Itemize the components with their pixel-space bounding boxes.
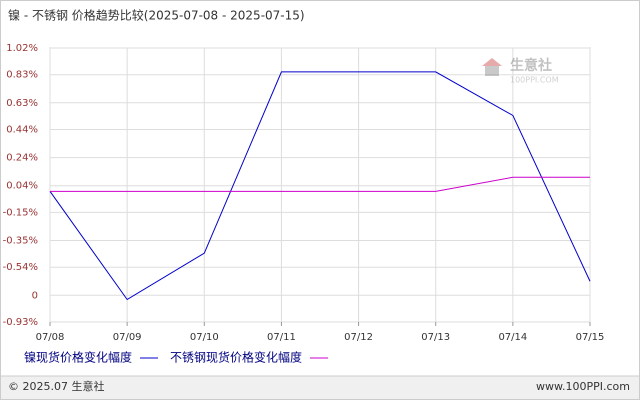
y-tick-label: -0.54% [3, 262, 38, 273]
watermark-icon [485, 66, 499, 76]
y-tick-label: -0.15% [3, 207, 38, 218]
series-line [50, 176, 590, 192]
x-tick-label: 07/08 [36, 332, 65, 343]
footer-site[interactable]: www.100PPI.com [536, 380, 630, 393]
chart-title: 镍 - 不锈钢 价格趋势比较(2025-07-08 - 2025-07-15) [8, 8, 305, 23]
y-tick-label: 1.02% [6, 43, 38, 54]
plot-area [49, 47, 591, 323]
x-tick-label: 07/14 [498, 332, 527, 343]
x-tick-label: 07/12 [344, 332, 373, 343]
x-tick-label: 07/10 [190, 332, 219, 343]
y-tick-label: 0.24% [6, 153, 38, 164]
legend-label: 镍现货价格变化幅度 [24, 350, 132, 365]
watermark-site: 100PPI.COM [510, 76, 559, 85]
x-tick-label: 07/15 [576, 332, 605, 343]
watermark-brand: 生意社 [510, 57, 552, 74]
footer-copyright: © 2025.07 生意社 [8, 379, 104, 393]
y-tick-label: 0.44% [6, 124, 38, 135]
watermark-icon [482, 58, 502, 66]
watermark: 生意社 100PPI.COM [482, 57, 559, 85]
y-tick-label: 0.04% [6, 181, 38, 192]
series-line [49, 71, 591, 301]
y-tick-label: -0.35% [3, 236, 38, 247]
x-tick-label: 07/11 [267, 332, 296, 343]
footer-bar [1, 376, 639, 399]
y-tick-label: -0.93% [3, 317, 38, 328]
legend-label: 不锈钢现货价格变化幅度 [170, 350, 302, 365]
y-tick-label: 0.83% [6, 70, 38, 81]
y-tick-label: 0.63% [6, 98, 38, 109]
x-tick-label: 07/09 [113, 332, 142, 343]
y-tick-label: 0 [32, 290, 38, 301]
x-tick-label: 07/13 [421, 332, 450, 343]
